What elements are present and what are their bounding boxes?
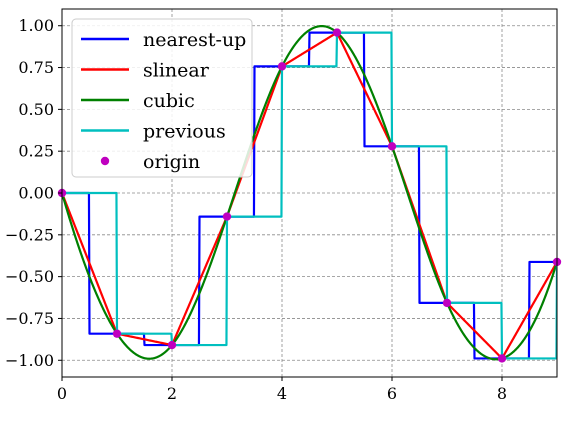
origin-point bbox=[112, 329, 122, 338]
origin-point bbox=[167, 340, 177, 350]
origin-point bbox=[277, 62, 287, 71]
x-tick-label: 0 bbox=[57, 384, 67, 403]
legend-box bbox=[71, 18, 253, 178]
origin-point bbox=[442, 298, 452, 308]
y-tick-label: −1.00 bbox=[5, 351, 54, 370]
origin-point bbox=[332, 28, 342, 37]
series-line-previous bbox=[62, 31, 557, 360]
legend-swatch-origin bbox=[100, 156, 110, 166]
y-tick-label: 0.00 bbox=[18, 184, 54, 203]
origin-point bbox=[387, 142, 397, 151]
origin-point bbox=[497, 354, 507, 363]
legend-label-cubic: cubic bbox=[143, 90, 195, 112]
series-line-slinear bbox=[62, 31, 557, 360]
origin-point bbox=[222, 212, 232, 221]
y-tick-label: 0.75 bbox=[18, 58, 54, 77]
legend-label-origin: origin bbox=[143, 151, 200, 173]
series-line-cubic bbox=[62, 25, 557, 361]
legend: nearest-up slinear cubic previous origin bbox=[71, 18, 253, 178]
y-tick-label: −0.25 bbox=[5, 225, 54, 244]
y-tick-label: 0.25 bbox=[18, 142, 54, 161]
legend-label-slinear: slinear bbox=[143, 60, 210, 82]
x-tick-label: 2 bbox=[167, 384, 177, 403]
axes: 0 2 4 6 8 1.00 0.75 0.50 0.25 0.00 −0.25 −0.50 −0.75… bbox=[5, 8, 558, 403]
y-tick-label: 1.00 bbox=[18, 16, 54, 35]
x-tick-label: 4 bbox=[277, 384, 287, 403]
x-tick-label: 6 bbox=[387, 384, 397, 403]
x-tick-label: 8 bbox=[497, 384, 507, 403]
legend-label-nearest-up: nearest-up bbox=[143, 29, 246, 51]
y-tick-label: 0.50 bbox=[18, 100, 54, 119]
y-tick-label: −0.50 bbox=[5, 267, 54, 286]
legend-label-previous: previous bbox=[143, 121, 226, 143]
series-layer bbox=[57, 25, 562, 363]
series-line-nearest-up bbox=[62, 31, 557, 360]
y-tick-label: −0.75 bbox=[5, 309, 54, 328]
